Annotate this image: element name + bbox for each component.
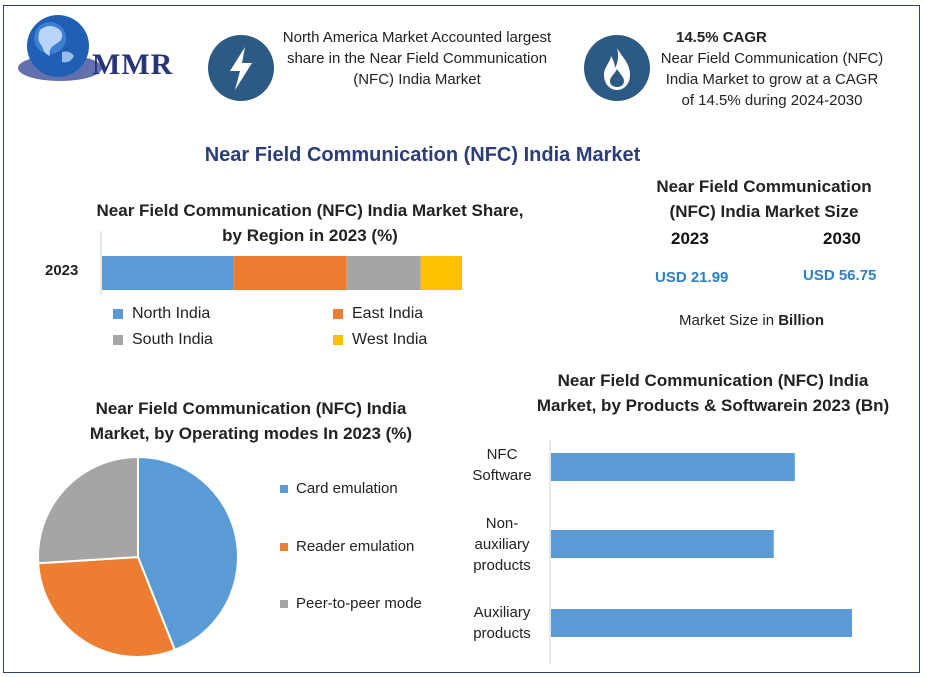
logo-text: MMR — [92, 48, 174, 81]
category-line: products — [473, 557, 531, 574]
pie-legend-card: Card emulation — [280, 480, 398, 497]
category-line: Auxiliary — [473, 604, 531, 621]
market-size-title: Near Field Communication (NFC) India Mar… — [656, 177, 872, 221]
region-bar-south-india — [346, 256, 421, 290]
region-bar-east-india — [233, 256, 347, 290]
flame-icon-badge — [584, 35, 650, 101]
product-bar-auxiliary-products — [551, 609, 852, 637]
region-bar-west-india — [420, 256, 462, 290]
product-bar-nfc-software — [551, 453, 795, 481]
products-chart-title: Near Field Communication (NFC) India Mar… — [536, 371, 890, 415]
legend-north-swatch — [113, 309, 123, 319]
category-label-non-auxiliary: Non- auxiliary products — [452, 513, 552, 576]
globe-icon — [18, 15, 102, 81]
pie-legend-reader-label: Reader emulation — [296, 538, 415, 555]
pie-chart-title: Near Field Communication (NFC) India Mar… — [89, 399, 413, 443]
pie-legend-p2p: Peer-to-peer mode — [280, 595, 422, 612]
category-line: auxiliary — [474, 536, 530, 553]
legend-north-label: North India — [132, 305, 211, 322]
year-2030: 2030 — [823, 229, 861, 248]
pie-slice-reader-emulation — [37, 555, 177, 658]
pie-slice-peer-to-peer-mode — [37, 455, 139, 565]
year-2023: 2023 — [671, 229, 709, 248]
category-label-nfc-software: NFC Software — [452, 444, 552, 486]
legend-east-india: East India — [333, 305, 423, 323]
category-line: Software — [472, 467, 532, 484]
legend-west-label: West India — [352, 331, 428, 348]
cagr-text: Near Field Communication (NFC) India Mar… — [660, 50, 884, 109]
legend-west-india: West India — [333, 331, 427, 349]
legend-north-india: North India — [113, 305, 210, 323]
category-line: products — [473, 625, 531, 642]
north-america-text: North America Market Accounted largest s… — [282, 29, 552, 88]
legend-south-swatch — [113, 335, 123, 345]
pie-legend-p2p-label: Peer-to-peer mode — [296, 595, 422, 612]
lightning-icon-badge — [208, 35, 274, 101]
pie-legend-card-label: Card emulation — [296, 480, 398, 497]
flame-icon — [604, 48, 630, 90]
value-2030: USD 56.75 — [803, 267, 877, 284]
value-2023: USD 21.99 — [655, 269, 729, 286]
legend-south-label: South India — [132, 331, 213, 348]
market-size-unit: Market Size in Billion — [679, 312, 824, 329]
pie-legend-p2p-swatch — [280, 599, 288, 608]
legend-west-swatch — [333, 335, 343, 345]
legend-east-swatch — [333, 309, 343, 319]
region-bar-north-india — [102, 256, 234, 290]
pie-legend-card-swatch — [280, 484, 288, 493]
pie-legend-reader: Reader emulation — [280, 538, 414, 555]
lightning-icon — [230, 47, 252, 90]
page-frame — [3, 5, 920, 673]
category-line: NFC — [486, 446, 518, 463]
legend-south-india: South India — [113, 331, 213, 349]
unit-prefix: Market Size in — [679, 312, 775, 329]
region-chart-title: Near Field Communication (NFC) India Mar… — [96, 201, 524, 245]
legend-east-label: East India — [352, 305, 424, 322]
pie-slice-card-emulation — [137, 455, 239, 652]
product-bar-non-auxiliary-products — [551, 530, 774, 558]
unit-bold: Billion — [778, 312, 825, 329]
main-title: Near Field Communication (NFC) India Mar… — [204, 144, 641, 166]
pie-legend-reader-swatch — [280, 542, 288, 551]
region-category-label: 2023 — [45, 262, 79, 279]
cagr-title: 14.5% CAGR — [676, 29, 767, 46]
category-line: Non- — [485, 515, 519, 532]
category-label-auxiliary: Auxiliary products — [452, 602, 552, 644]
